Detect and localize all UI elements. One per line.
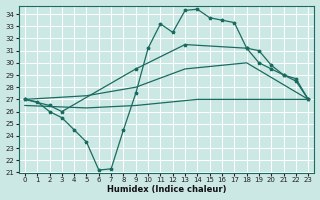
X-axis label: Humidex (Indice chaleur): Humidex (Indice chaleur): [107, 185, 226, 194]
